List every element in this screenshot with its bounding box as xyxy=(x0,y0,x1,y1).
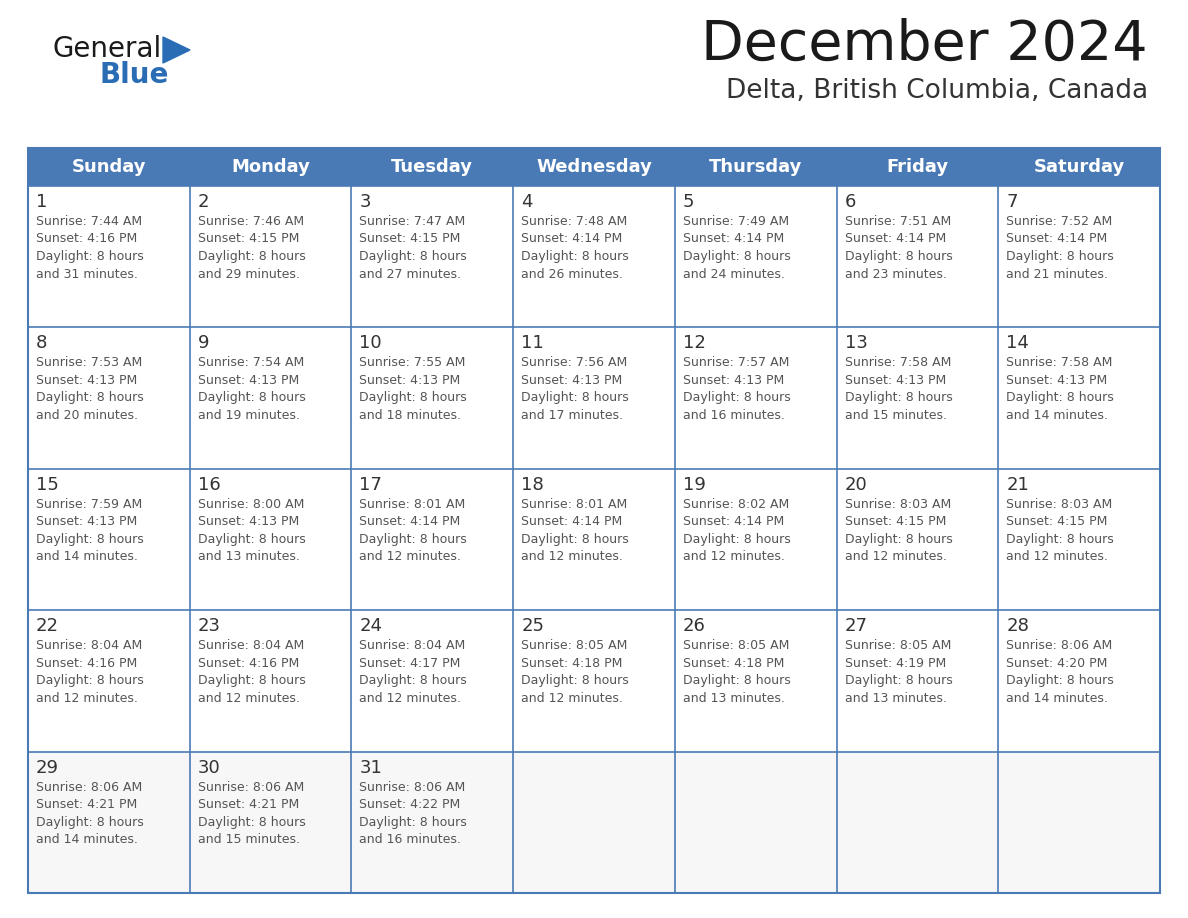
Text: Monday: Monday xyxy=(232,158,310,176)
Text: 28: 28 xyxy=(1006,617,1029,635)
Text: December 2024: December 2024 xyxy=(701,18,1148,72)
Text: General: General xyxy=(52,35,162,63)
Text: 3: 3 xyxy=(360,193,371,211)
Bar xyxy=(29,610,1159,752)
Text: 9: 9 xyxy=(197,334,209,353)
Text: 16: 16 xyxy=(197,476,221,494)
Text: 31: 31 xyxy=(360,758,383,777)
Bar xyxy=(29,148,1159,893)
Text: 22: 22 xyxy=(36,617,59,635)
Text: 4: 4 xyxy=(522,193,532,211)
Text: Sunrise: 7:52 AM
Sunset: 4:14 PM
Daylight: 8 hours
and 21 minutes.: Sunrise: 7:52 AM Sunset: 4:14 PM Dayligh… xyxy=(1006,215,1114,281)
Text: 25: 25 xyxy=(522,617,544,635)
Text: Sunrise: 8:01 AM
Sunset: 4:14 PM
Daylight: 8 hours
and 12 minutes.: Sunrise: 8:01 AM Sunset: 4:14 PM Dayligh… xyxy=(360,498,467,564)
Text: Sunrise: 7:47 AM
Sunset: 4:15 PM
Daylight: 8 hours
and 27 minutes.: Sunrise: 7:47 AM Sunset: 4:15 PM Dayligh… xyxy=(360,215,467,281)
Text: Saturday: Saturday xyxy=(1034,158,1125,176)
Text: Wednesday: Wednesday xyxy=(536,158,652,176)
Text: 6: 6 xyxy=(845,193,855,211)
Text: 18: 18 xyxy=(522,476,544,494)
Text: Sunrise: 8:05 AM
Sunset: 4:19 PM
Daylight: 8 hours
and 13 minutes.: Sunrise: 8:05 AM Sunset: 4:19 PM Dayligh… xyxy=(845,639,953,705)
Text: 30: 30 xyxy=(197,758,221,777)
Polygon shape xyxy=(163,37,190,63)
Text: Sunrise: 7:58 AM
Sunset: 4:13 PM
Daylight: 8 hours
and 14 minutes.: Sunrise: 7:58 AM Sunset: 4:13 PM Dayligh… xyxy=(1006,356,1114,422)
Text: Sunrise: 7:51 AM
Sunset: 4:14 PM
Daylight: 8 hours
and 23 minutes.: Sunrise: 7:51 AM Sunset: 4:14 PM Dayligh… xyxy=(845,215,953,281)
Text: 19: 19 xyxy=(683,476,706,494)
Text: Sunrise: 8:05 AM
Sunset: 4:18 PM
Daylight: 8 hours
and 12 minutes.: Sunrise: 8:05 AM Sunset: 4:18 PM Dayligh… xyxy=(522,639,628,705)
Text: 13: 13 xyxy=(845,334,867,353)
Text: Sunrise: 8:03 AM
Sunset: 4:15 PM
Daylight: 8 hours
and 12 minutes.: Sunrise: 8:03 AM Sunset: 4:15 PM Dayligh… xyxy=(845,498,953,564)
Text: Friday: Friday xyxy=(886,158,948,176)
Text: Sunrise: 7:49 AM
Sunset: 4:14 PM
Daylight: 8 hours
and 24 minutes.: Sunrise: 7:49 AM Sunset: 4:14 PM Dayligh… xyxy=(683,215,790,281)
Text: 8: 8 xyxy=(36,334,48,353)
Text: Sunrise: 7:48 AM
Sunset: 4:14 PM
Daylight: 8 hours
and 26 minutes.: Sunrise: 7:48 AM Sunset: 4:14 PM Dayligh… xyxy=(522,215,628,281)
Text: 17: 17 xyxy=(360,476,383,494)
Text: 2: 2 xyxy=(197,193,209,211)
Text: Sunrise: 8:02 AM
Sunset: 4:14 PM
Daylight: 8 hours
and 12 minutes.: Sunrise: 8:02 AM Sunset: 4:14 PM Dayligh… xyxy=(683,498,790,564)
Text: 21: 21 xyxy=(1006,476,1029,494)
Text: Tuesday: Tuesday xyxy=(391,158,473,176)
Text: 5: 5 xyxy=(683,193,694,211)
Text: Sunrise: 7:56 AM
Sunset: 4:13 PM
Daylight: 8 hours
and 17 minutes.: Sunrise: 7:56 AM Sunset: 4:13 PM Dayligh… xyxy=(522,356,628,422)
Bar xyxy=(29,186,1159,328)
Text: 14: 14 xyxy=(1006,334,1029,353)
Text: Sunrise: 7:55 AM
Sunset: 4:13 PM
Daylight: 8 hours
and 18 minutes.: Sunrise: 7:55 AM Sunset: 4:13 PM Dayligh… xyxy=(360,356,467,422)
Text: Delta, British Columbia, Canada: Delta, British Columbia, Canada xyxy=(726,78,1148,104)
Bar xyxy=(29,752,1159,893)
Text: Sunrise: 8:04 AM
Sunset: 4:16 PM
Daylight: 8 hours
and 12 minutes.: Sunrise: 8:04 AM Sunset: 4:16 PM Dayligh… xyxy=(197,639,305,705)
Text: Sunrise: 7:57 AM
Sunset: 4:13 PM
Daylight: 8 hours
and 16 minutes.: Sunrise: 7:57 AM Sunset: 4:13 PM Dayligh… xyxy=(683,356,790,422)
Text: Sunrise: 8:04 AM
Sunset: 4:16 PM
Daylight: 8 hours
and 12 minutes.: Sunrise: 8:04 AM Sunset: 4:16 PM Dayligh… xyxy=(36,639,144,705)
Bar xyxy=(29,148,1159,186)
Text: Blue: Blue xyxy=(100,61,170,89)
Text: 7: 7 xyxy=(1006,193,1018,211)
Text: Sunrise: 8:03 AM
Sunset: 4:15 PM
Daylight: 8 hours
and 12 minutes.: Sunrise: 8:03 AM Sunset: 4:15 PM Dayligh… xyxy=(1006,498,1114,564)
Bar xyxy=(29,328,1159,469)
Text: Sunday: Sunday xyxy=(71,158,146,176)
Text: Sunrise: 8:06 AM
Sunset: 4:21 PM
Daylight: 8 hours
and 15 minutes.: Sunrise: 8:06 AM Sunset: 4:21 PM Dayligh… xyxy=(197,780,305,846)
Text: 26: 26 xyxy=(683,617,706,635)
Text: 24: 24 xyxy=(360,617,383,635)
Text: 15: 15 xyxy=(36,476,59,494)
Text: Sunrise: 8:00 AM
Sunset: 4:13 PM
Daylight: 8 hours
and 13 minutes.: Sunrise: 8:00 AM Sunset: 4:13 PM Dayligh… xyxy=(197,498,305,564)
Text: Sunrise: 8:04 AM
Sunset: 4:17 PM
Daylight: 8 hours
and 12 minutes.: Sunrise: 8:04 AM Sunset: 4:17 PM Dayligh… xyxy=(360,639,467,705)
Text: 23: 23 xyxy=(197,617,221,635)
Text: 1: 1 xyxy=(36,193,48,211)
Text: 29: 29 xyxy=(36,758,59,777)
Text: 12: 12 xyxy=(683,334,706,353)
Text: Sunrise: 7:58 AM
Sunset: 4:13 PM
Daylight: 8 hours
and 15 minutes.: Sunrise: 7:58 AM Sunset: 4:13 PM Dayligh… xyxy=(845,356,953,422)
Text: 10: 10 xyxy=(360,334,383,353)
Text: 27: 27 xyxy=(845,617,867,635)
Text: Sunrise: 8:06 AM
Sunset: 4:22 PM
Daylight: 8 hours
and 16 minutes.: Sunrise: 8:06 AM Sunset: 4:22 PM Dayligh… xyxy=(360,780,467,846)
Text: 11: 11 xyxy=(522,334,544,353)
Text: Sunrise: 7:53 AM
Sunset: 4:13 PM
Daylight: 8 hours
and 20 minutes.: Sunrise: 7:53 AM Sunset: 4:13 PM Dayligh… xyxy=(36,356,144,422)
Text: Sunrise: 7:46 AM
Sunset: 4:15 PM
Daylight: 8 hours
and 29 minutes.: Sunrise: 7:46 AM Sunset: 4:15 PM Dayligh… xyxy=(197,215,305,281)
Text: Sunrise: 7:59 AM
Sunset: 4:13 PM
Daylight: 8 hours
and 14 minutes.: Sunrise: 7:59 AM Sunset: 4:13 PM Dayligh… xyxy=(36,498,144,564)
Text: Sunrise: 8:01 AM
Sunset: 4:14 PM
Daylight: 8 hours
and 12 minutes.: Sunrise: 8:01 AM Sunset: 4:14 PM Dayligh… xyxy=(522,498,628,564)
Text: 20: 20 xyxy=(845,476,867,494)
Text: Sunrise: 7:44 AM
Sunset: 4:16 PM
Daylight: 8 hours
and 31 minutes.: Sunrise: 7:44 AM Sunset: 4:16 PM Dayligh… xyxy=(36,215,144,281)
Text: Sunrise: 8:05 AM
Sunset: 4:18 PM
Daylight: 8 hours
and 13 minutes.: Sunrise: 8:05 AM Sunset: 4:18 PM Dayligh… xyxy=(683,639,790,705)
Bar xyxy=(29,469,1159,610)
Text: Sunrise: 8:06 AM
Sunset: 4:20 PM
Daylight: 8 hours
and 14 minutes.: Sunrise: 8:06 AM Sunset: 4:20 PM Dayligh… xyxy=(1006,639,1114,705)
Text: Sunrise: 7:54 AM
Sunset: 4:13 PM
Daylight: 8 hours
and 19 minutes.: Sunrise: 7:54 AM Sunset: 4:13 PM Dayligh… xyxy=(197,356,305,422)
Text: Thursday: Thursday xyxy=(709,158,802,176)
Text: Sunrise: 8:06 AM
Sunset: 4:21 PM
Daylight: 8 hours
and 14 minutes.: Sunrise: 8:06 AM Sunset: 4:21 PM Dayligh… xyxy=(36,780,144,846)
